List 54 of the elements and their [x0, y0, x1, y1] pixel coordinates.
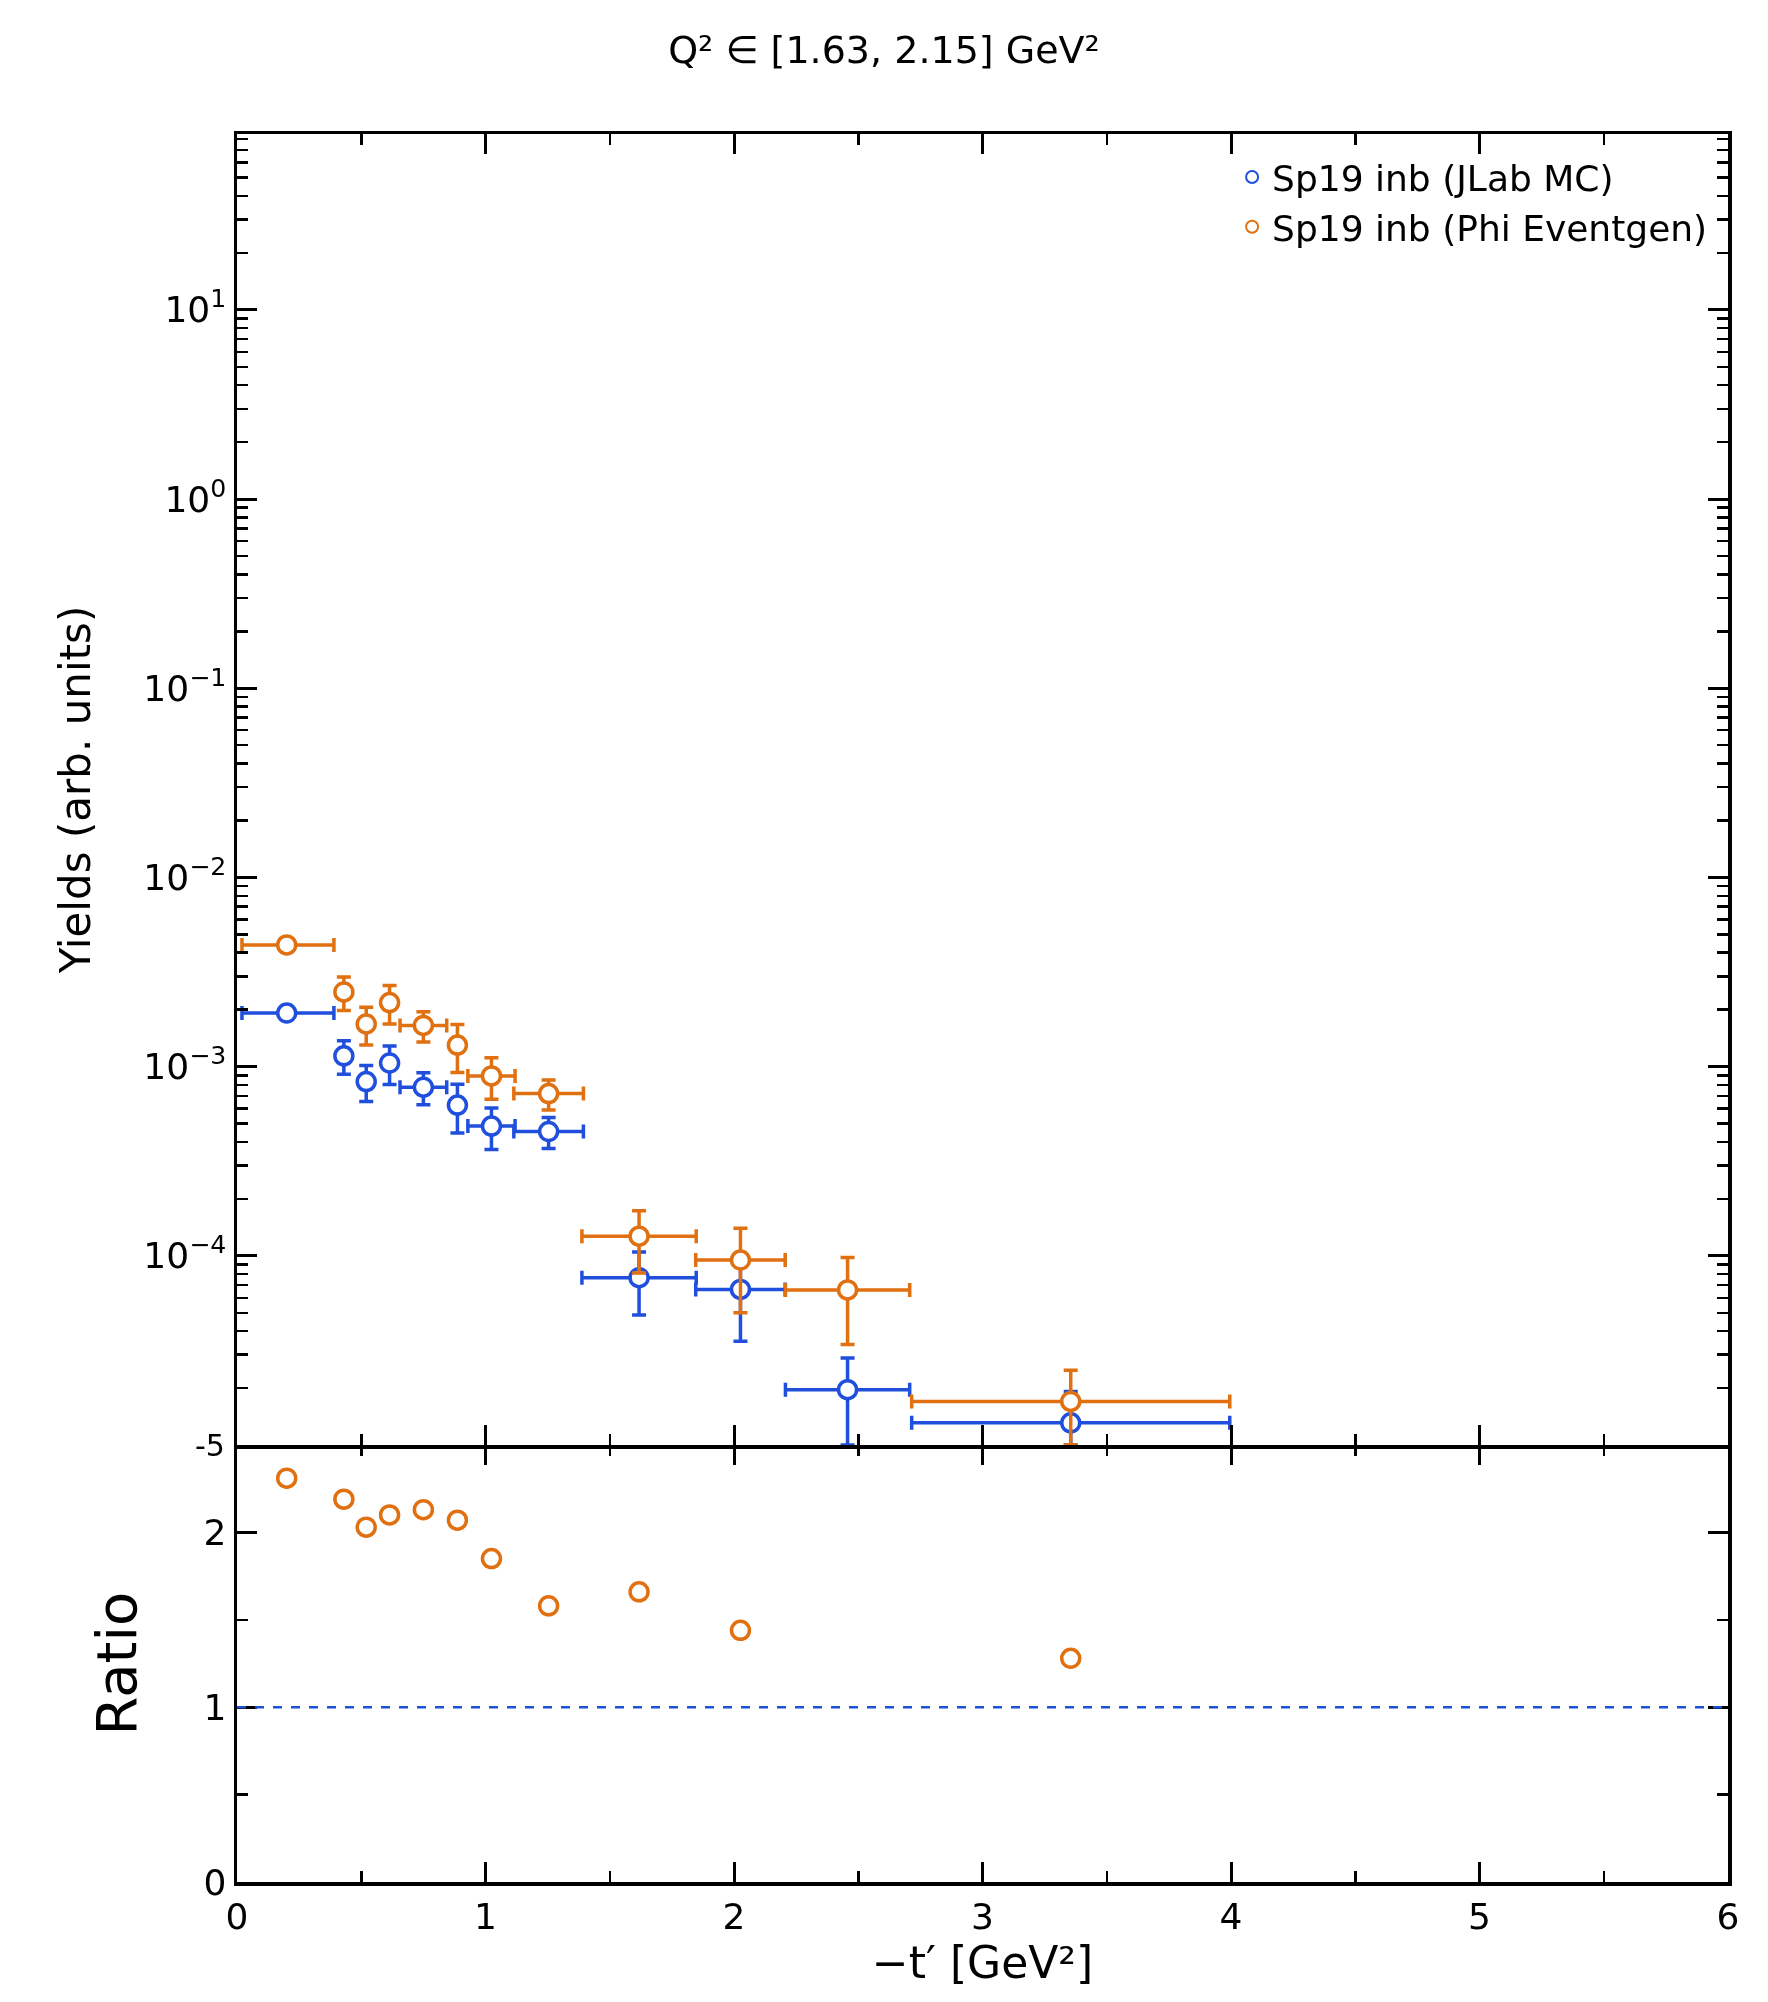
point: [537, 1595, 560, 1617]
y-tick-label: 0: [203, 1861, 227, 1903]
point: [446, 1094, 469, 1116]
point: [537, 1082, 560, 1105]
point: [333, 1488, 355, 1510]
x-axis-title: −t′ [GeV²]: [871, 1936, 1094, 1988]
legend-label: Sp19 inb (Phi Eventgen): [1272, 207, 1708, 249]
point: [412, 1498, 435, 1521]
point: [333, 981, 355, 1003]
point: [628, 1581, 650, 1603]
y-tick-label: 10$^{0}$: [164, 473, 227, 520]
y-tick-label: 1: [203, 1686, 227, 1728]
point: [275, 1002, 298, 1024]
point: [1059, 1647, 1082, 1669]
point: [412, 1014, 435, 1037]
y-tick-label: 10$^{−3}$: [143, 1041, 227, 1088]
point: [446, 1509, 469, 1531]
point: [412, 1076, 435, 1098]
y-axis-title: Ratio: [83, 1591, 149, 1736]
x-tick-label: 6: [1716, 1895, 1740, 1937]
point: [729, 1619, 752, 1642]
point: [355, 1013, 377, 1035]
point: [275, 934, 298, 956]
point: [480, 1065, 503, 1087]
point: [355, 1070, 377, 1093]
point: [836, 1279, 859, 1301]
y-axis-title: Yields (arb. units): [51, 605, 101, 975]
point: [378, 1504, 401, 1526]
point: [729, 1249, 752, 1271]
point: [836, 1378, 859, 1401]
point: [378, 1052, 401, 1074]
y-tick-label: 2: [203, 1512, 227, 1553]
text: -5: [195, 1428, 225, 1463]
point: [1059, 1390, 1082, 1413]
chart-title: Q² ∈ [1.63, 2.15] GeV²: [668, 28, 1100, 73]
point: [537, 1120, 560, 1143]
point: [446, 1034, 469, 1056]
x-tick-label: 1: [474, 1895, 497, 1937]
point: [480, 1547, 503, 1570]
y-tick-label: 10$^{−4}$: [143, 1230, 227, 1277]
x-tick-label: 2: [722, 1895, 746, 1937]
point: [333, 1045, 355, 1067]
x-tick-label: 3: [971, 1895, 994, 1937]
point: [275, 1467, 298, 1489]
point: [480, 1115, 503, 1137]
x-tick-label: 4: [1219, 1895, 1243, 1937]
legend-label: Sp19 inb (JLab MC): [1272, 158, 1614, 200]
point: [628, 1225, 650, 1247]
point: [355, 1516, 377, 1538]
y-tick-label: 10$^{−2}$: [143, 851, 227, 899]
x-tick-label: 5: [1468, 1895, 1491, 1937]
point: [378, 991, 401, 1014]
y-tick-label: 10$^{1}$: [164, 284, 227, 331]
y-tick-label: 10$^{−1}$: [143, 662, 227, 709]
